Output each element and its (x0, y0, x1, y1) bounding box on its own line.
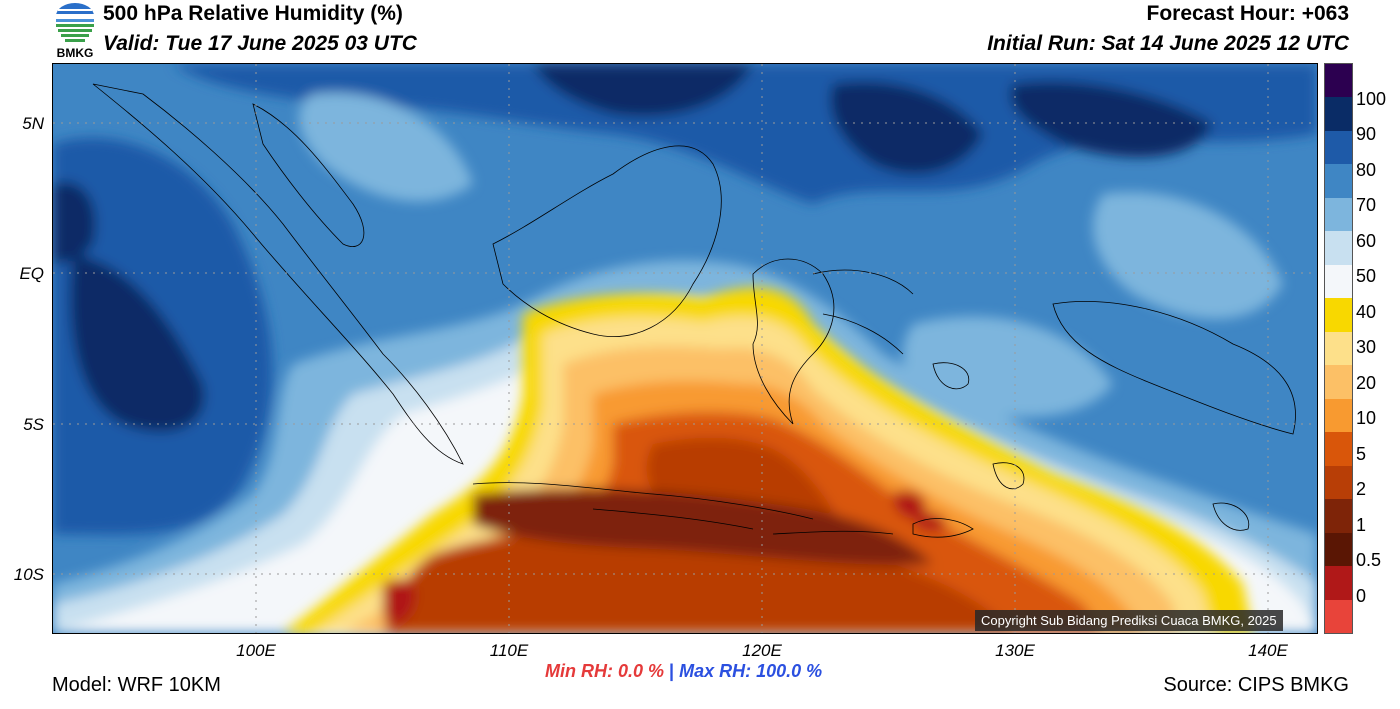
colorbar-label: 100 (1356, 89, 1387, 109)
coastlines (92, 83, 1296, 538)
lat-label-5n: 5N (22, 114, 44, 133)
colorbar-label: 0 (1356, 586, 1367, 606)
colorbar-segment (1325, 331, 1352, 366)
graticule (53, 64, 1317, 633)
logo-emblem-icon (56, 3, 94, 42)
lon-label-100e: 100E (236, 641, 276, 660)
copyright-notice: Copyright Sub Bidang Prediksi Cuaca BMKG… (975, 610, 1283, 631)
colorbar-segment (1325, 465, 1352, 500)
colorbar-segment (1325, 264, 1352, 299)
bmkg-logo: BMKG (52, 2, 98, 60)
colorbar-label: 1 (1356, 515, 1367, 535)
colorbar-label: 2 (1356, 479, 1367, 499)
colorbar-label: 10 (1356, 408, 1377, 428)
colorbar-label: 60 (1356, 231, 1377, 251)
colorbar-segment (1325, 398, 1352, 433)
colorbar-label: 40 (1356, 302, 1377, 322)
lon-label-130e: 130E (995, 641, 1035, 660)
colorbar-segment (1325, 532, 1352, 567)
stats-separator: | (669, 661, 675, 681)
colorbar-label: 80 (1356, 160, 1377, 180)
rh-stats: Min RH: 0.0 % | Max RH: 100.0 % (545, 661, 822, 682)
model-label: Model: WRF 10KM (52, 674, 221, 696)
colorbar-segment (1325, 231, 1352, 265)
min-rh: Min RH: 0.0 % (545, 661, 665, 681)
initial-run: Initial Run: Sat 14 June 2025 12 UTC (987, 32, 1349, 55)
colorbar-segment (1325, 365, 1352, 399)
colorbar-label: 70 (1356, 195, 1377, 215)
lon-label-110e: 110E (489, 641, 529, 660)
colorbar-segment (1325, 566, 1352, 600)
source-label: Source: CIPS BMKG (1163, 674, 1349, 696)
colorbar-segment (1325, 164, 1352, 198)
colorbar-segment (1325, 197, 1352, 232)
lon-label-120e: 120E (742, 641, 782, 660)
lon-label-140e: 140E (1248, 641, 1288, 660)
forecast-hour: Forecast Hour: +063 (1146, 2, 1350, 25)
colorbar (1324, 63, 1353, 634)
colorbar-segment (1325, 97, 1352, 131)
colorbar-label: 20 (1356, 373, 1377, 393)
colorbar-segment (1325, 130, 1352, 165)
lat-label-10s: 10S (13, 565, 44, 584)
valid-time: Valid: Tue 17 June 2025 03 UTC (103, 32, 417, 55)
colorbar-label: 5 (1356, 444, 1367, 464)
colorbar-segment (1325, 499, 1352, 533)
map-title: 500 hPa Relative Humidity (%) (103, 2, 403, 25)
max-rh: Max RH: 100.0 % (679, 661, 823, 681)
colorbar-segment (1325, 599, 1352, 633)
colorbar-label: 90 (1356, 124, 1377, 144)
humidity-map (52, 63, 1318, 634)
colorbar-segment (1325, 432, 1352, 466)
logo-text: BMKG (57, 46, 94, 60)
colorbar-label: 0.5 (1356, 550, 1382, 570)
lat-label-5s: 5S (23, 415, 44, 434)
lat-label-eq: EQ (19, 264, 44, 283)
colorbar-label: 50 (1356, 266, 1377, 286)
colorbar-label: 30 (1356, 337, 1377, 357)
colorbar-segment (1325, 64, 1352, 98)
colorbar-segment (1325, 298, 1352, 332)
